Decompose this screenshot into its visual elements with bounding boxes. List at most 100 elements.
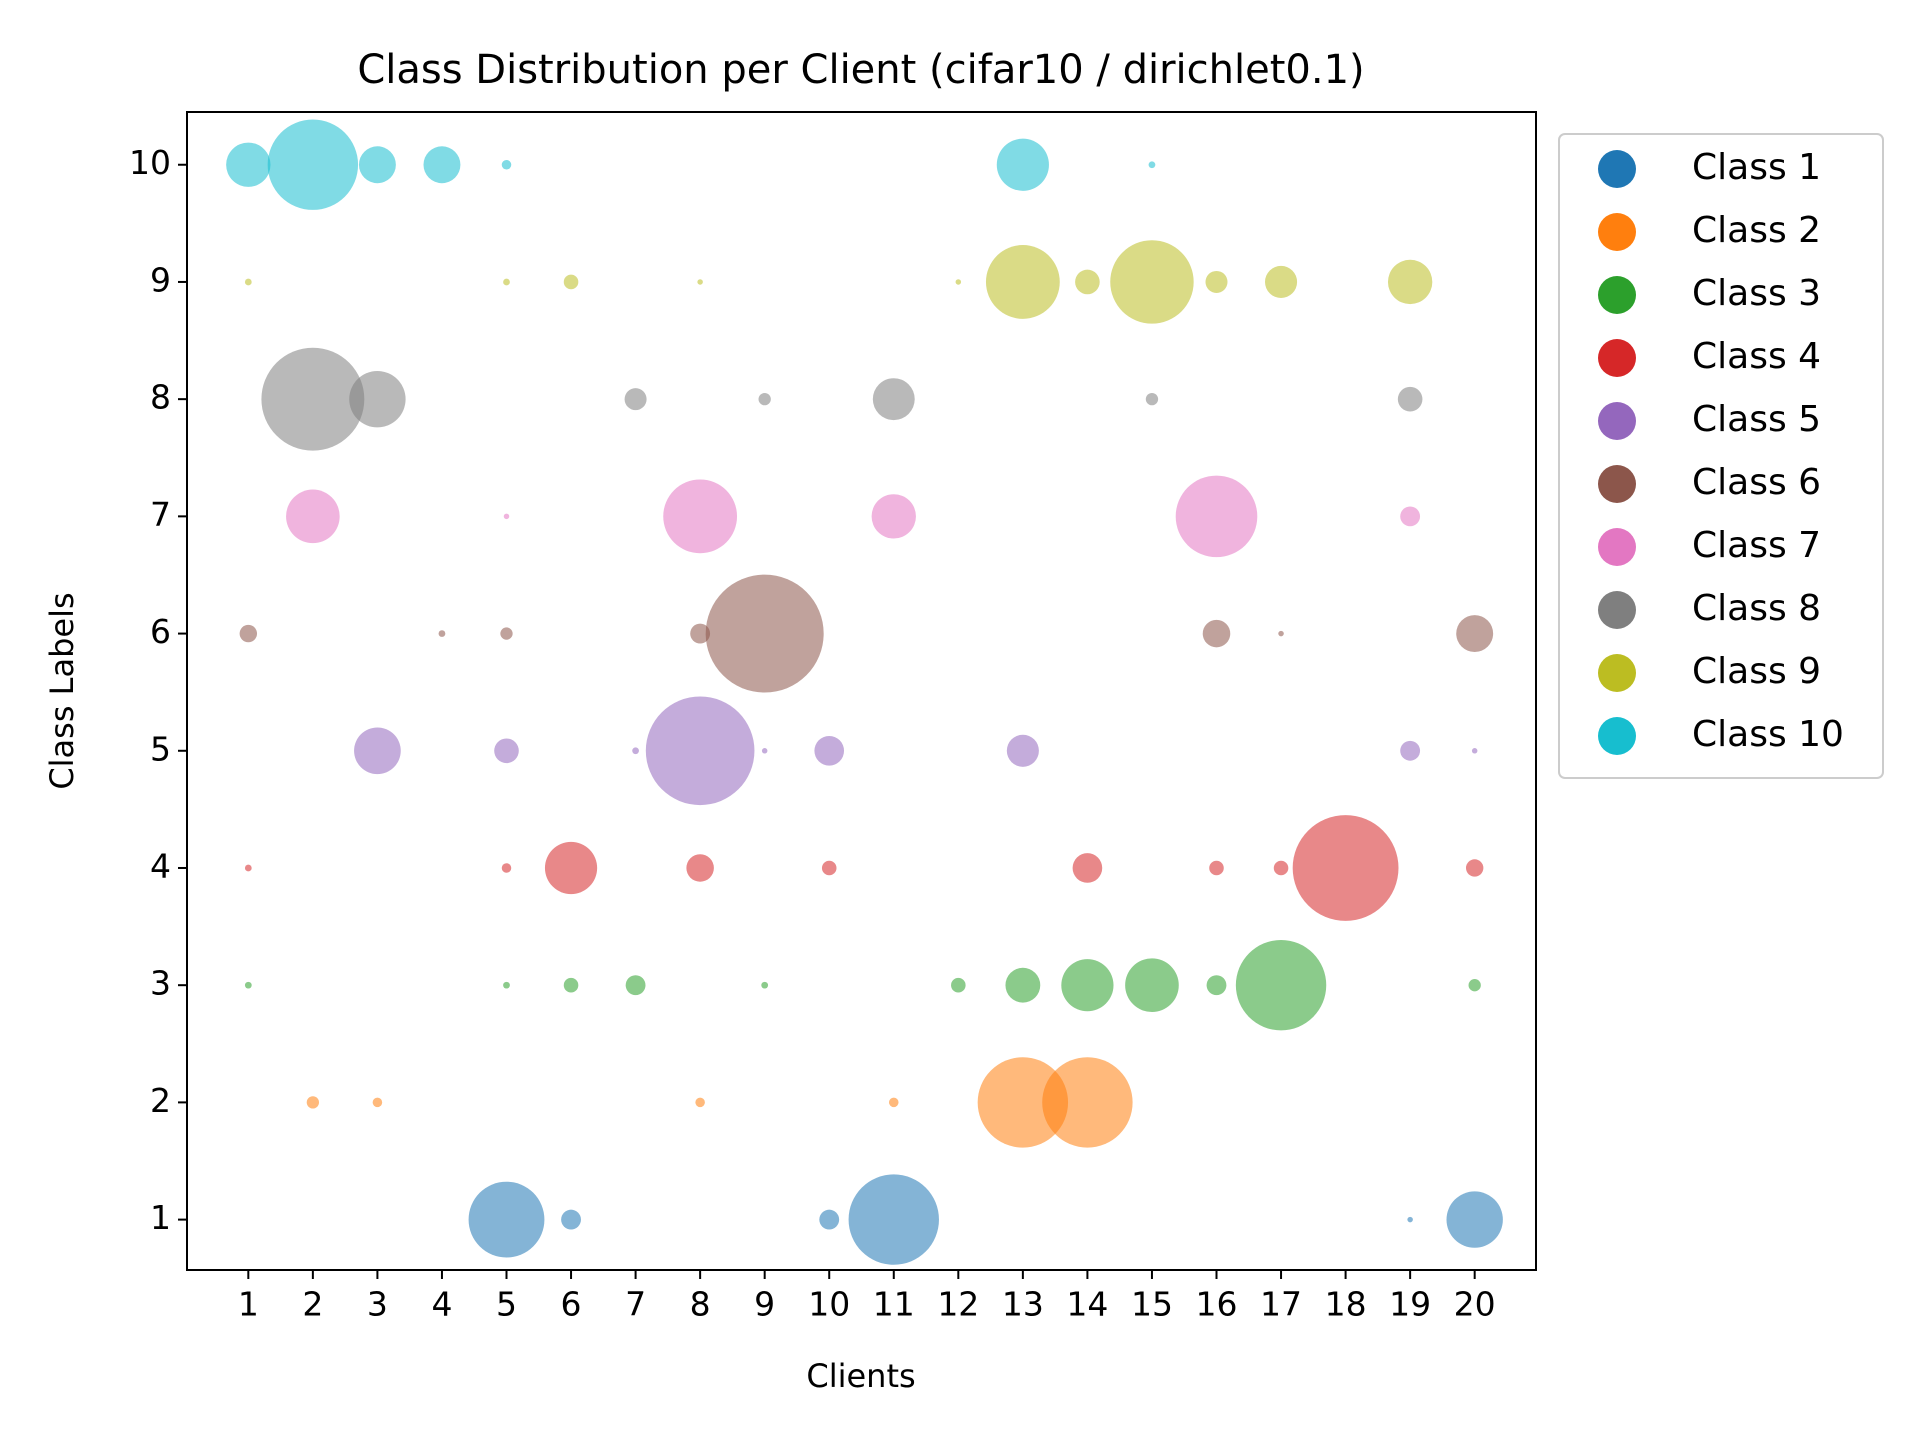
bubble <box>501 863 512 873</box>
bubble <box>996 138 1049 191</box>
bubble <box>625 975 646 996</box>
x-tick-label: 7 <box>625 1285 646 1324</box>
bubble <box>1145 393 1159 406</box>
x-tick-label: 9 <box>754 1285 775 1324</box>
legend-label: Class 8 <box>1692 588 1821 629</box>
bubble <box>1175 475 1258 558</box>
bubble <box>1273 860 1289 876</box>
bubble <box>306 1096 320 1109</box>
x-tick-label: 12 <box>937 1285 979 1324</box>
bubble <box>354 727 401 775</box>
x-tick-label: 20 <box>1454 1285 1496 1324</box>
legend-marker <box>1598 591 1636 629</box>
x-tick-label: 2 <box>302 1285 323 1324</box>
bubble <box>814 735 845 766</box>
bubble <box>1209 860 1224 876</box>
bubble <box>503 278 510 286</box>
bubble <box>1465 859 1484 877</box>
bubble <box>690 623 711 644</box>
bubble <box>977 1057 1069 1148</box>
bubble <box>705 574 824 693</box>
x-tick-label: 4 <box>431 1285 452 1324</box>
legend-label: Class 9 <box>1692 651 1821 692</box>
bubble <box>286 489 340 544</box>
bubble <box>821 860 837 876</box>
bubble <box>1235 939 1327 1031</box>
x-tick-label: 17 <box>1260 1285 1302 1324</box>
y-tick-label: 4 <box>150 846 171 885</box>
bubble <box>1265 265 1298 298</box>
bubble <box>819 1209 840 1230</box>
y-tick-label: 9 <box>150 260 171 299</box>
bubble <box>1110 240 1194 324</box>
legend-marker <box>1598 528 1636 566</box>
bubble <box>494 738 519 764</box>
x-tick-label: 3 <box>367 1285 388 1324</box>
legend-label: Class 6 <box>1692 462 1821 503</box>
legend-label: Class 10 <box>1692 714 1844 755</box>
bubble <box>1471 748 1478 754</box>
legend-label: Class 2 <box>1692 210 1821 251</box>
x-tick-label: 5 <box>496 1285 517 1324</box>
bubble <box>758 393 771 406</box>
x-tick-label: 14 <box>1066 1285 1108 1324</box>
bubble <box>349 370 406 428</box>
x-tick-label: 15 <box>1131 1285 1173 1324</box>
bubble <box>500 627 513 640</box>
y-tick-label: 3 <box>150 964 171 1003</box>
legend-label: Class 1 <box>1692 147 1821 188</box>
legend-marker <box>1598 150 1636 188</box>
bubble <box>871 494 916 539</box>
bubble <box>1400 740 1421 761</box>
bubble <box>697 279 703 285</box>
bubble <box>695 1097 705 1108</box>
bubble <box>503 513 510 520</box>
y-tick-label: 5 <box>150 729 171 768</box>
bubble <box>663 479 738 554</box>
bubble <box>1446 1191 1503 1248</box>
bubble <box>1292 815 1399 921</box>
bubble <box>1456 615 1494 653</box>
bubble <box>1400 506 1421 527</box>
bubble <box>244 278 252 286</box>
bubble <box>1148 161 1156 169</box>
x-tick-label: 8 <box>690 1285 711 1324</box>
x-tick-label: 13 <box>1002 1285 1044 1324</box>
y-tick-label: 6 <box>150 612 171 651</box>
plot-frame <box>186 111 1537 1271</box>
y-tick-label: 1 <box>150 1198 171 1237</box>
legend-label: Class 7 <box>1692 525 1821 566</box>
legend-marker <box>1598 402 1636 440</box>
bubble <box>261 347 365 451</box>
bubble <box>1125 958 1179 1012</box>
bubble <box>1407 1216 1413 1223</box>
bubble <box>1005 967 1041 1003</box>
bubble <box>1387 259 1433 305</box>
bubble <box>1278 630 1284 637</box>
bubble <box>645 696 755 806</box>
bubble <box>1006 734 1039 767</box>
bubble <box>1206 975 1227 996</box>
x-tick-label: 1 <box>238 1285 259 1324</box>
x-tick-label: 11 <box>873 1285 915 1324</box>
x-axis-label: Clients <box>806 1357 915 1395</box>
bubble <box>624 388 647 411</box>
x-tick-label: 19 <box>1389 1285 1431 1324</box>
bubble <box>1202 619 1231 648</box>
bubble <box>563 274 579 290</box>
bubble <box>761 981 769 989</box>
x-tick-label: 6 <box>561 1285 582 1324</box>
y-tick-label: 8 <box>150 378 171 417</box>
y-axis-label: Class Labels <box>43 592 81 789</box>
bubble <box>872 378 915 421</box>
legend-marker <box>1598 276 1636 314</box>
legend-marker <box>1598 465 1636 503</box>
x-tick-label: 16 <box>1196 1285 1238 1324</box>
x-tick-label: 10 <box>808 1285 850 1324</box>
bubble <box>985 245 1060 319</box>
bubble <box>848 1174 939 1265</box>
legend-marker <box>1598 654 1636 692</box>
legend-box <box>1558 133 1884 779</box>
bubble <box>244 864 252 872</box>
bubble <box>632 747 639 755</box>
